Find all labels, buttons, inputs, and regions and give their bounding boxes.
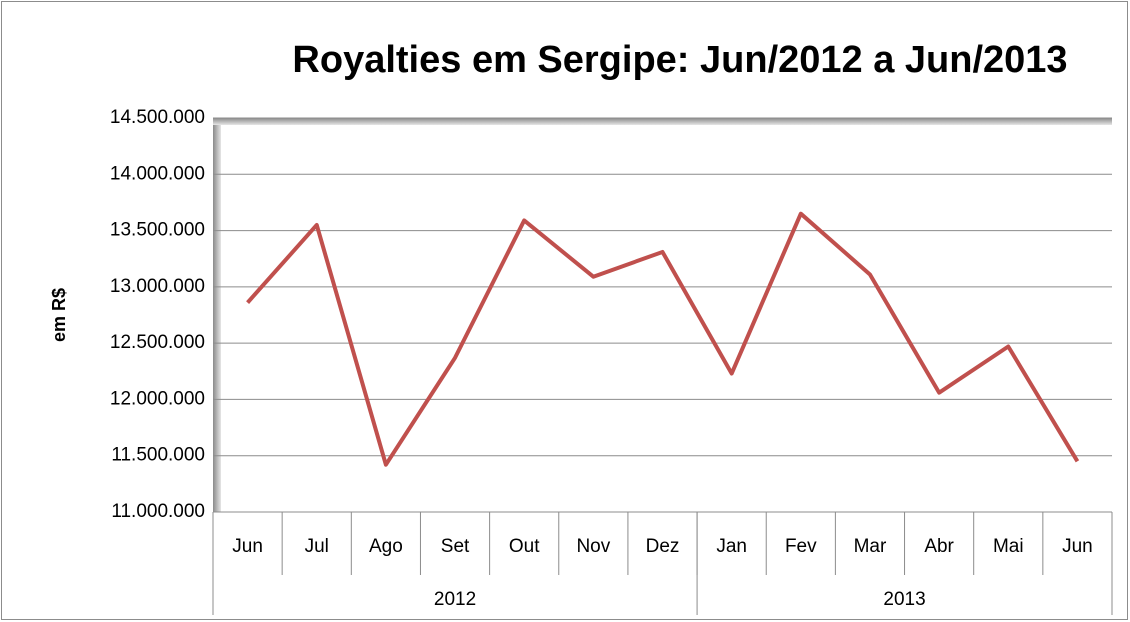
group-label: 2013	[883, 589, 925, 610]
y-axis-label: em R$	[49, 288, 69, 342]
x-tick-label: Abr	[924, 536, 954, 557]
y-tick-label: 12.500.000	[110, 332, 205, 353]
plot-shadow	[213, 118, 1112, 125]
x-tick-label: Mai	[993, 536, 1024, 557]
x-tick-label: Nov	[576, 536, 610, 557]
y-tick-label: 13.000.000	[110, 276, 205, 297]
y-tick-label: 11.500.000	[111, 445, 205, 466]
x-tick-label: Fev	[785, 536, 817, 557]
chart-title: Royalties em Sergipe: Jun/2012 a Jun/201…	[292, 39, 1067, 81]
y-tick-label: 14.500.000	[110, 107, 205, 128]
y-tick-label: 11.000.000	[111, 501, 205, 522]
x-tick-label: Dez	[646, 536, 680, 557]
x-tick-label: Jul	[305, 536, 329, 557]
plot-wall	[213, 118, 221, 512]
x-tick-label: Out	[509, 536, 540, 557]
data-line	[246, 211, 1080, 467]
y-tick-label: 13.500.000	[110, 220, 205, 241]
x-tick-label: Jan	[716, 536, 747, 557]
x-tick-label: Set	[441, 536, 470, 557]
x-tick-label: Jun	[232, 536, 263, 557]
group-label: 2012	[434, 589, 476, 610]
y-tick-label: 12.000.000	[110, 388, 205, 409]
y-tick-label: 14.000.000	[110, 163, 205, 184]
x-tick-label: Mar	[854, 536, 887, 557]
x-tick-label: Ago	[369, 536, 403, 557]
x-tick-label: Jun	[1062, 536, 1093, 557]
